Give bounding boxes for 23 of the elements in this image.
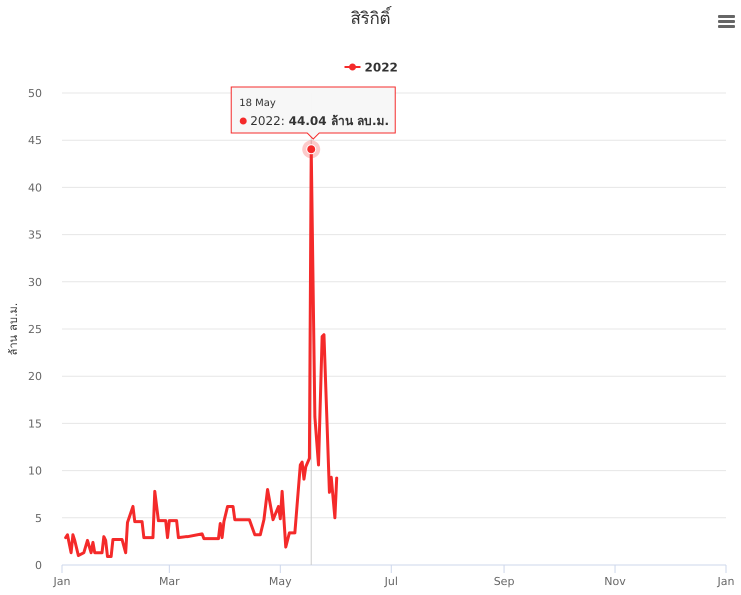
x-tick-label: Jan bbox=[52, 575, 70, 588]
y-tick-label: 15 bbox=[28, 417, 42, 430]
x-tick-label: May bbox=[268, 575, 292, 588]
annotation: 2022: 44.04 ล้าน ลบ.ม. bbox=[250, 114, 390, 128]
x-tick-label: Jan bbox=[716, 575, 734, 588]
y-tick-label: 30 bbox=[28, 276, 42, 289]
annotation: 18 May bbox=[239, 98, 276, 109]
y-tick-label: 45 bbox=[28, 134, 42, 148]
y-tick-label: 10 bbox=[28, 464, 42, 478]
y-tick-label: 40 bbox=[28, 181, 42, 194]
x-tick-label: Mar bbox=[158, 575, 180, 588]
x-tick-label: Nov bbox=[604, 575, 626, 588]
y-axis-title: ล้าน ลบ.ม. bbox=[7, 302, 20, 356]
x-tick-label: Jul bbox=[384, 575, 398, 588]
legend-label: 2022 bbox=[364, 60, 398, 74]
y-tick-label: 25 bbox=[28, 323, 42, 336]
y-tick-label: 0 bbox=[35, 559, 42, 572]
x-tick-label: Sep bbox=[494, 575, 514, 588]
chart-title: สิริกิติ์ bbox=[350, 6, 392, 29]
y-tick-label: 35 bbox=[28, 228, 42, 242]
y-tick-label: 5 bbox=[35, 512, 42, 525]
y-tick-label: 20 bbox=[28, 370, 42, 384]
y-tick-label: 50 bbox=[28, 87, 42, 100]
